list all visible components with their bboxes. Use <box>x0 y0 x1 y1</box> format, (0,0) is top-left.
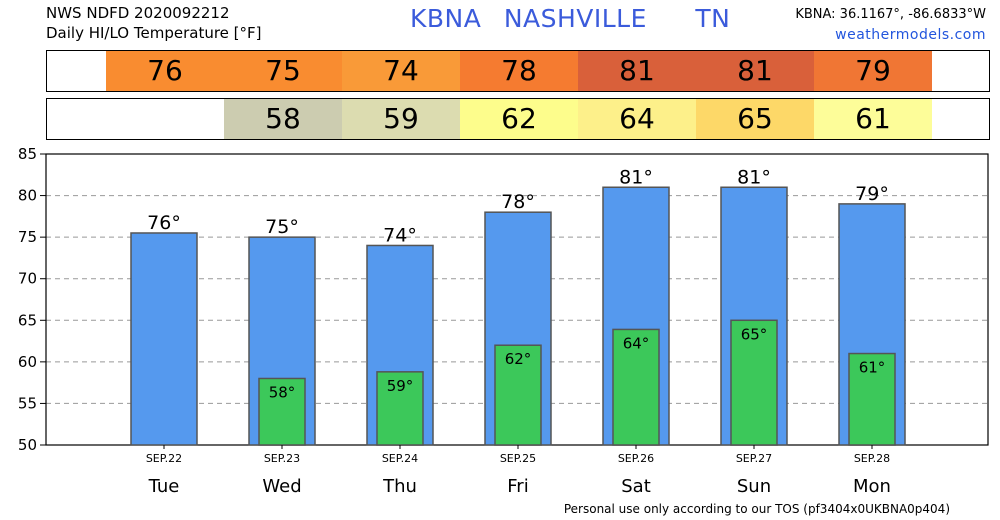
high-temp-cell: 74 <box>342 51 460 91</box>
day-label: Tue <box>148 476 180 497</box>
date-label: SEP.25 <box>500 452 536 465</box>
low-temp-cell: 61 <box>814 99 932 139</box>
high-temp-cell: 75 <box>224 51 342 91</box>
high-bar-label: 79° <box>855 183 889 205</box>
high-temp-cell: 81 <box>696 51 814 91</box>
date-label: SEP.27 <box>736 452 772 465</box>
low-bar-label: 65° <box>741 325 768 343</box>
low-temp-cell: 64 <box>578 99 696 139</box>
model-run-label: NWS NDFD 2020092212 <box>46 4 230 22</box>
low-temp-cell: 65 <box>696 99 814 139</box>
low-bar <box>376 371 424 446</box>
low-temp-cell: 58 <box>224 99 342 139</box>
day-label: Sat <box>621 476 651 497</box>
high-bar-label: 81° <box>737 166 771 188</box>
day-label: Mon <box>853 476 891 497</box>
site-link[interactable]: weathermodels.com <box>835 27 986 43</box>
low-bar <box>730 319 778 446</box>
high-temperature-strip: 76 75 74 78 81 81 79 <box>46 50 990 92</box>
date-label: SEP.28 <box>854 452 890 465</box>
day-label: Wed <box>262 476 301 497</box>
low-bar <box>612 328 660 446</box>
low-temp-cell: 59 <box>342 99 460 139</box>
high-temp-cell: 78 <box>460 51 578 91</box>
city-name: NASHVILLE <box>503 4 647 33</box>
chart-title: Daily HI/LO Temperature [°F] <box>46 24 262 42</box>
day-label: Sun <box>737 476 771 497</box>
low-bar-label: 59° <box>387 377 414 395</box>
high-bar-label: 78° <box>501 191 535 213</box>
day-label: Thu <box>382 476 417 497</box>
chart-header-right: KBNA: 36.1167°, -86.6833°W weathermodels… <box>795 4 986 46</box>
y-tick-label: 50 <box>18 436 37 454</box>
high-bar-label: 74° <box>383 224 417 246</box>
low-bar <box>848 352 896 446</box>
date-label: SEP.26 <box>618 452 654 465</box>
date-label: SEP.23 <box>264 452 300 465</box>
y-tick-label: 70 <box>18 270 37 288</box>
high-bar-label: 81° <box>619 166 653 188</box>
low-bar-label: 64° <box>623 334 650 352</box>
day-label: Fri <box>507 476 528 497</box>
y-tick-label: 75 <box>18 228 37 246</box>
y-tick-label: 80 <box>18 187 37 205</box>
station-coordinates: KBNA: 36.1167°, -86.6833°W <box>795 7 986 22</box>
low-temp-cell: 62 <box>460 99 578 139</box>
station-code: KBNA <box>410 4 482 33</box>
state-code: TN <box>695 4 731 33</box>
high-bar-label: 75° <box>265 216 299 238</box>
location-title: KBNA NASHVILLE TN <box>410 4 744 33</box>
y-tick-label: 85 <box>18 145 37 163</box>
high-temp-cell: 79 <box>814 51 932 91</box>
high-bar <box>130 232 198 446</box>
date-label: SEP.22 <box>146 452 182 465</box>
chart-header-left: NWS NDFD 2020092212 Daily HI/LO Temperat… <box>46 3 262 43</box>
high-temp-cell: 76 <box>106 51 224 91</box>
tos-notice: Personal use only according to our TOS (… <box>563 502 950 516</box>
y-tick-label: 65 <box>18 311 37 329</box>
low-bar-label: 58° <box>269 383 296 401</box>
y-tick-label: 60 <box>18 353 37 371</box>
low-bar-label: 62° <box>505 350 532 368</box>
date-label: SEP.24 <box>382 452 418 465</box>
high-bar-label: 76° <box>147 212 181 234</box>
low-bar-label: 61° <box>859 359 886 377</box>
low-bar <box>258 377 306 446</box>
low-temperature-strip: 58 59 62 64 65 61 <box>46 98 990 140</box>
high-temp-cell: 81 <box>578 51 696 91</box>
low-temp-cell <box>106 99 224 139</box>
y-tick-label: 55 <box>18 394 37 412</box>
